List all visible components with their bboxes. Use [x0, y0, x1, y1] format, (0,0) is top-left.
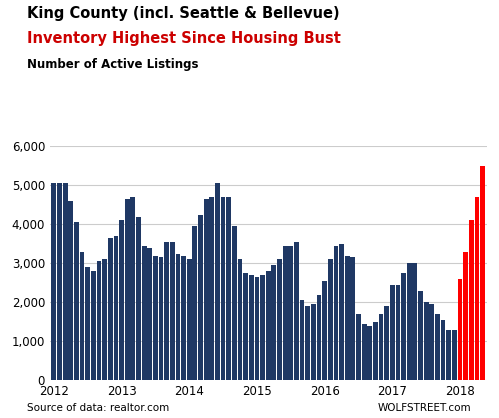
Bar	[418, 291, 423, 380]
Bar	[373, 322, 378, 380]
Bar	[210, 197, 214, 380]
Bar	[57, 184, 62, 380]
Bar	[51, 184, 56, 380]
Bar	[63, 184, 67, 380]
Bar	[266, 271, 270, 380]
Bar	[379, 314, 383, 380]
Bar	[181, 255, 186, 380]
Bar	[97, 261, 101, 380]
Bar	[441, 320, 446, 380]
Bar	[339, 244, 344, 380]
Bar	[283, 246, 287, 380]
Text: Number of Active Listings: Number of Active Listings	[27, 58, 199, 71]
Bar	[271, 265, 276, 380]
Bar	[68, 201, 73, 380]
Bar	[238, 260, 243, 380]
Bar	[153, 255, 158, 380]
Bar	[333, 246, 338, 380]
Bar	[193, 226, 197, 380]
Bar	[130, 197, 135, 380]
Bar	[475, 197, 480, 380]
Bar	[446, 330, 451, 380]
Bar	[243, 273, 248, 380]
Bar	[159, 257, 164, 380]
Bar	[260, 275, 265, 380]
Bar	[164, 242, 169, 380]
Bar	[401, 273, 406, 380]
Bar	[198, 214, 203, 380]
Bar	[215, 184, 220, 380]
Bar	[142, 246, 147, 380]
Bar	[85, 267, 90, 380]
Bar	[108, 238, 113, 380]
Bar	[300, 301, 304, 380]
Bar	[204, 199, 209, 380]
Bar	[294, 242, 299, 380]
Bar	[136, 217, 141, 380]
Bar	[311, 304, 316, 380]
Bar	[74, 222, 79, 380]
Bar	[413, 263, 417, 380]
Bar	[396, 285, 400, 380]
Bar	[113, 236, 118, 380]
Bar	[102, 260, 107, 380]
Bar	[424, 302, 429, 380]
Bar	[170, 242, 175, 380]
Bar	[91, 271, 96, 380]
Bar	[356, 314, 361, 380]
Bar	[469, 220, 474, 380]
Bar	[322, 281, 327, 380]
Bar	[288, 246, 293, 380]
Bar	[384, 306, 389, 380]
Bar	[147, 248, 152, 380]
Bar	[125, 199, 130, 380]
Bar	[435, 314, 440, 380]
Bar	[407, 263, 412, 380]
Bar	[458, 279, 463, 380]
Bar	[249, 275, 253, 380]
Bar	[367, 326, 372, 380]
Text: Source of data: realtor.com: Source of data: realtor.com	[27, 403, 170, 413]
Bar	[345, 255, 350, 380]
Bar	[187, 260, 192, 380]
Bar	[254, 277, 259, 380]
Bar	[80, 252, 84, 380]
Bar	[316, 295, 321, 380]
Bar	[328, 260, 333, 380]
Bar	[305, 306, 310, 380]
Bar	[452, 330, 457, 380]
Bar	[463, 252, 468, 380]
Bar	[176, 254, 180, 380]
Text: King County (incl. Seattle & Bellevue): King County (incl. Seattle & Bellevue)	[27, 6, 340, 21]
Text: Inventory Highest Since Housing Bust: Inventory Highest Since Housing Bust	[27, 31, 341, 46]
Bar	[277, 260, 282, 380]
Bar	[350, 257, 355, 380]
Text: WOLFSTREET.com: WOLFSTREET.com	[378, 403, 472, 413]
Bar	[430, 304, 434, 380]
Bar	[232, 226, 237, 380]
Bar	[119, 220, 124, 380]
Bar	[227, 197, 231, 380]
Bar	[390, 285, 395, 380]
Bar	[480, 166, 485, 380]
Bar	[362, 324, 366, 380]
Bar	[221, 197, 226, 380]
